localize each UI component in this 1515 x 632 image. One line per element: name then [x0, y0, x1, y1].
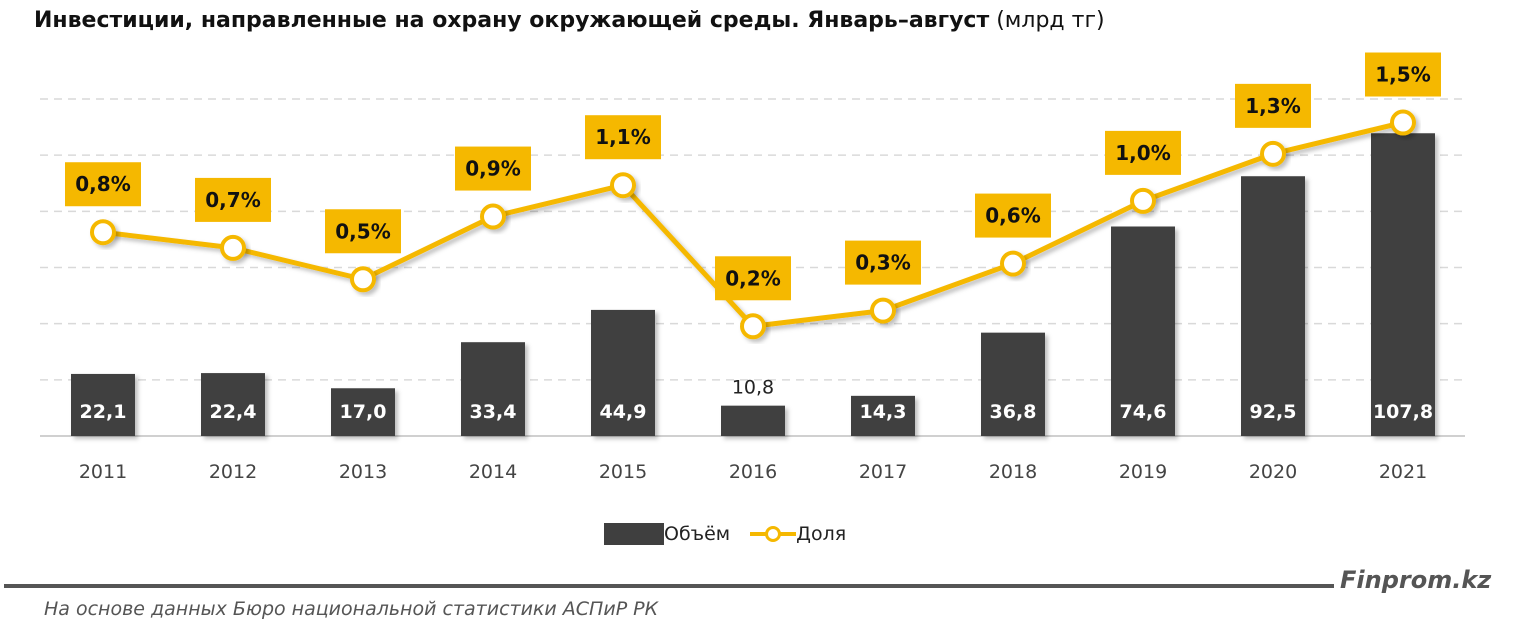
legend-bar-label: Объём	[664, 523, 731, 545]
bar	[851, 395, 915, 436]
share-label-box	[195, 177, 271, 222]
share-point	[90, 219, 116, 246]
share-point	[740, 313, 766, 340]
share-point	[1260, 140, 1286, 167]
share-point	[220, 234, 246, 261]
bar-value-label: 92,5	[1250, 401, 1297, 423]
share-label-box	[975, 193, 1051, 238]
bar-value-label: 22,4	[210, 401, 257, 423]
legend: Объём Доля	[604, 523, 846, 545]
x-tick-label: 2016	[729, 461, 777, 483]
bar	[1371, 133, 1435, 437]
bar-value-label: 36,8	[990, 401, 1037, 423]
bar	[591, 309, 655, 436]
share-value-label: 0,5%	[335, 219, 390, 243]
bar-value-label: 74,6	[1120, 401, 1167, 423]
bar	[721, 405, 785, 436]
x-tick-label: 2015	[599, 461, 647, 483]
share-point	[350, 266, 376, 293]
share-label-box	[325, 209, 401, 254]
share-label-box	[585, 115, 661, 160]
x-tick-label: 2018	[989, 461, 1037, 483]
share-value-label: 0,3%	[855, 251, 910, 275]
x-tick-label: 2014	[469, 461, 517, 483]
share-value-label: 1,0%	[1115, 141, 1170, 165]
share-value-label: 0,2%	[725, 266, 780, 290]
share-value-label: 0,8%	[75, 172, 130, 196]
share-label-box	[715, 256, 791, 301]
chart: 22,1 2011 22,4 2012 17,0 2013 33,4 2014 44,9 2015…	[40, 52, 1465, 483]
bar	[201, 373, 265, 436]
share-value-label: 0,7%	[205, 188, 260, 212]
share-point	[1390, 109, 1416, 136]
share-point	[1000, 250, 1026, 277]
bar-value-label: 107,8	[1373, 401, 1433, 423]
bar	[1241, 176, 1305, 436]
bar	[461, 342, 525, 436]
legend-line-label: Доля	[796, 523, 847, 545]
share-label-box	[65, 162, 141, 207]
chart-title: Инвестиции, направленные на охрану окруж…	[34, 8, 1105, 33]
x-tick-label: 2011	[79, 461, 127, 483]
share-label-box	[845, 240, 921, 285]
bar-value-label: 14,3	[860, 401, 907, 423]
x-tick-label: 2019	[1119, 461, 1167, 483]
bar	[981, 332, 1045, 436]
legend-line-swatch	[750, 523, 797, 545]
source-note: На основе данных Бюро национальной стати…	[44, 598, 659, 620]
bar	[331, 388, 395, 436]
bar	[71, 373, 135, 436]
share-point	[1130, 187, 1156, 214]
x-tick-label: 2017	[859, 461, 907, 483]
brand-logo: Finprom.kz	[1340, 566, 1492, 594]
share-point	[870, 297, 896, 324]
share-point	[610, 172, 636, 199]
share-label-box	[1105, 130, 1181, 175]
share-value-label: 1,5%	[1375, 63, 1430, 87]
share-label-box	[455, 146, 531, 191]
bar-value-label: 10,8	[732, 377, 774, 399]
x-tick-label: 2021	[1379, 461, 1427, 483]
bar	[1111, 226, 1175, 436]
x-tick-label: 2012	[209, 461, 257, 483]
bar-value-label: 44,9	[600, 401, 647, 423]
share-value-label: 1,1%	[595, 125, 650, 149]
share-value-label: 0,6%	[985, 204, 1040, 228]
share-value-label: 1,3%	[1245, 94, 1300, 118]
bar-value-label: 22,1	[80, 401, 127, 423]
bar-value-label: 33,4	[470, 401, 517, 423]
bar-value-label: 17,0	[340, 401, 387, 423]
share-point	[480, 203, 506, 230]
share-label-box	[1365, 52, 1441, 97]
x-tick-label: 2013	[339, 461, 387, 483]
legend-bar-swatch	[604, 523, 664, 545]
x-tick-label: 2020	[1249, 461, 1297, 483]
share-label-box	[1235, 83, 1311, 128]
share-value-label: 0,9%	[465, 157, 520, 181]
footer-divider	[4, 584, 1334, 588]
